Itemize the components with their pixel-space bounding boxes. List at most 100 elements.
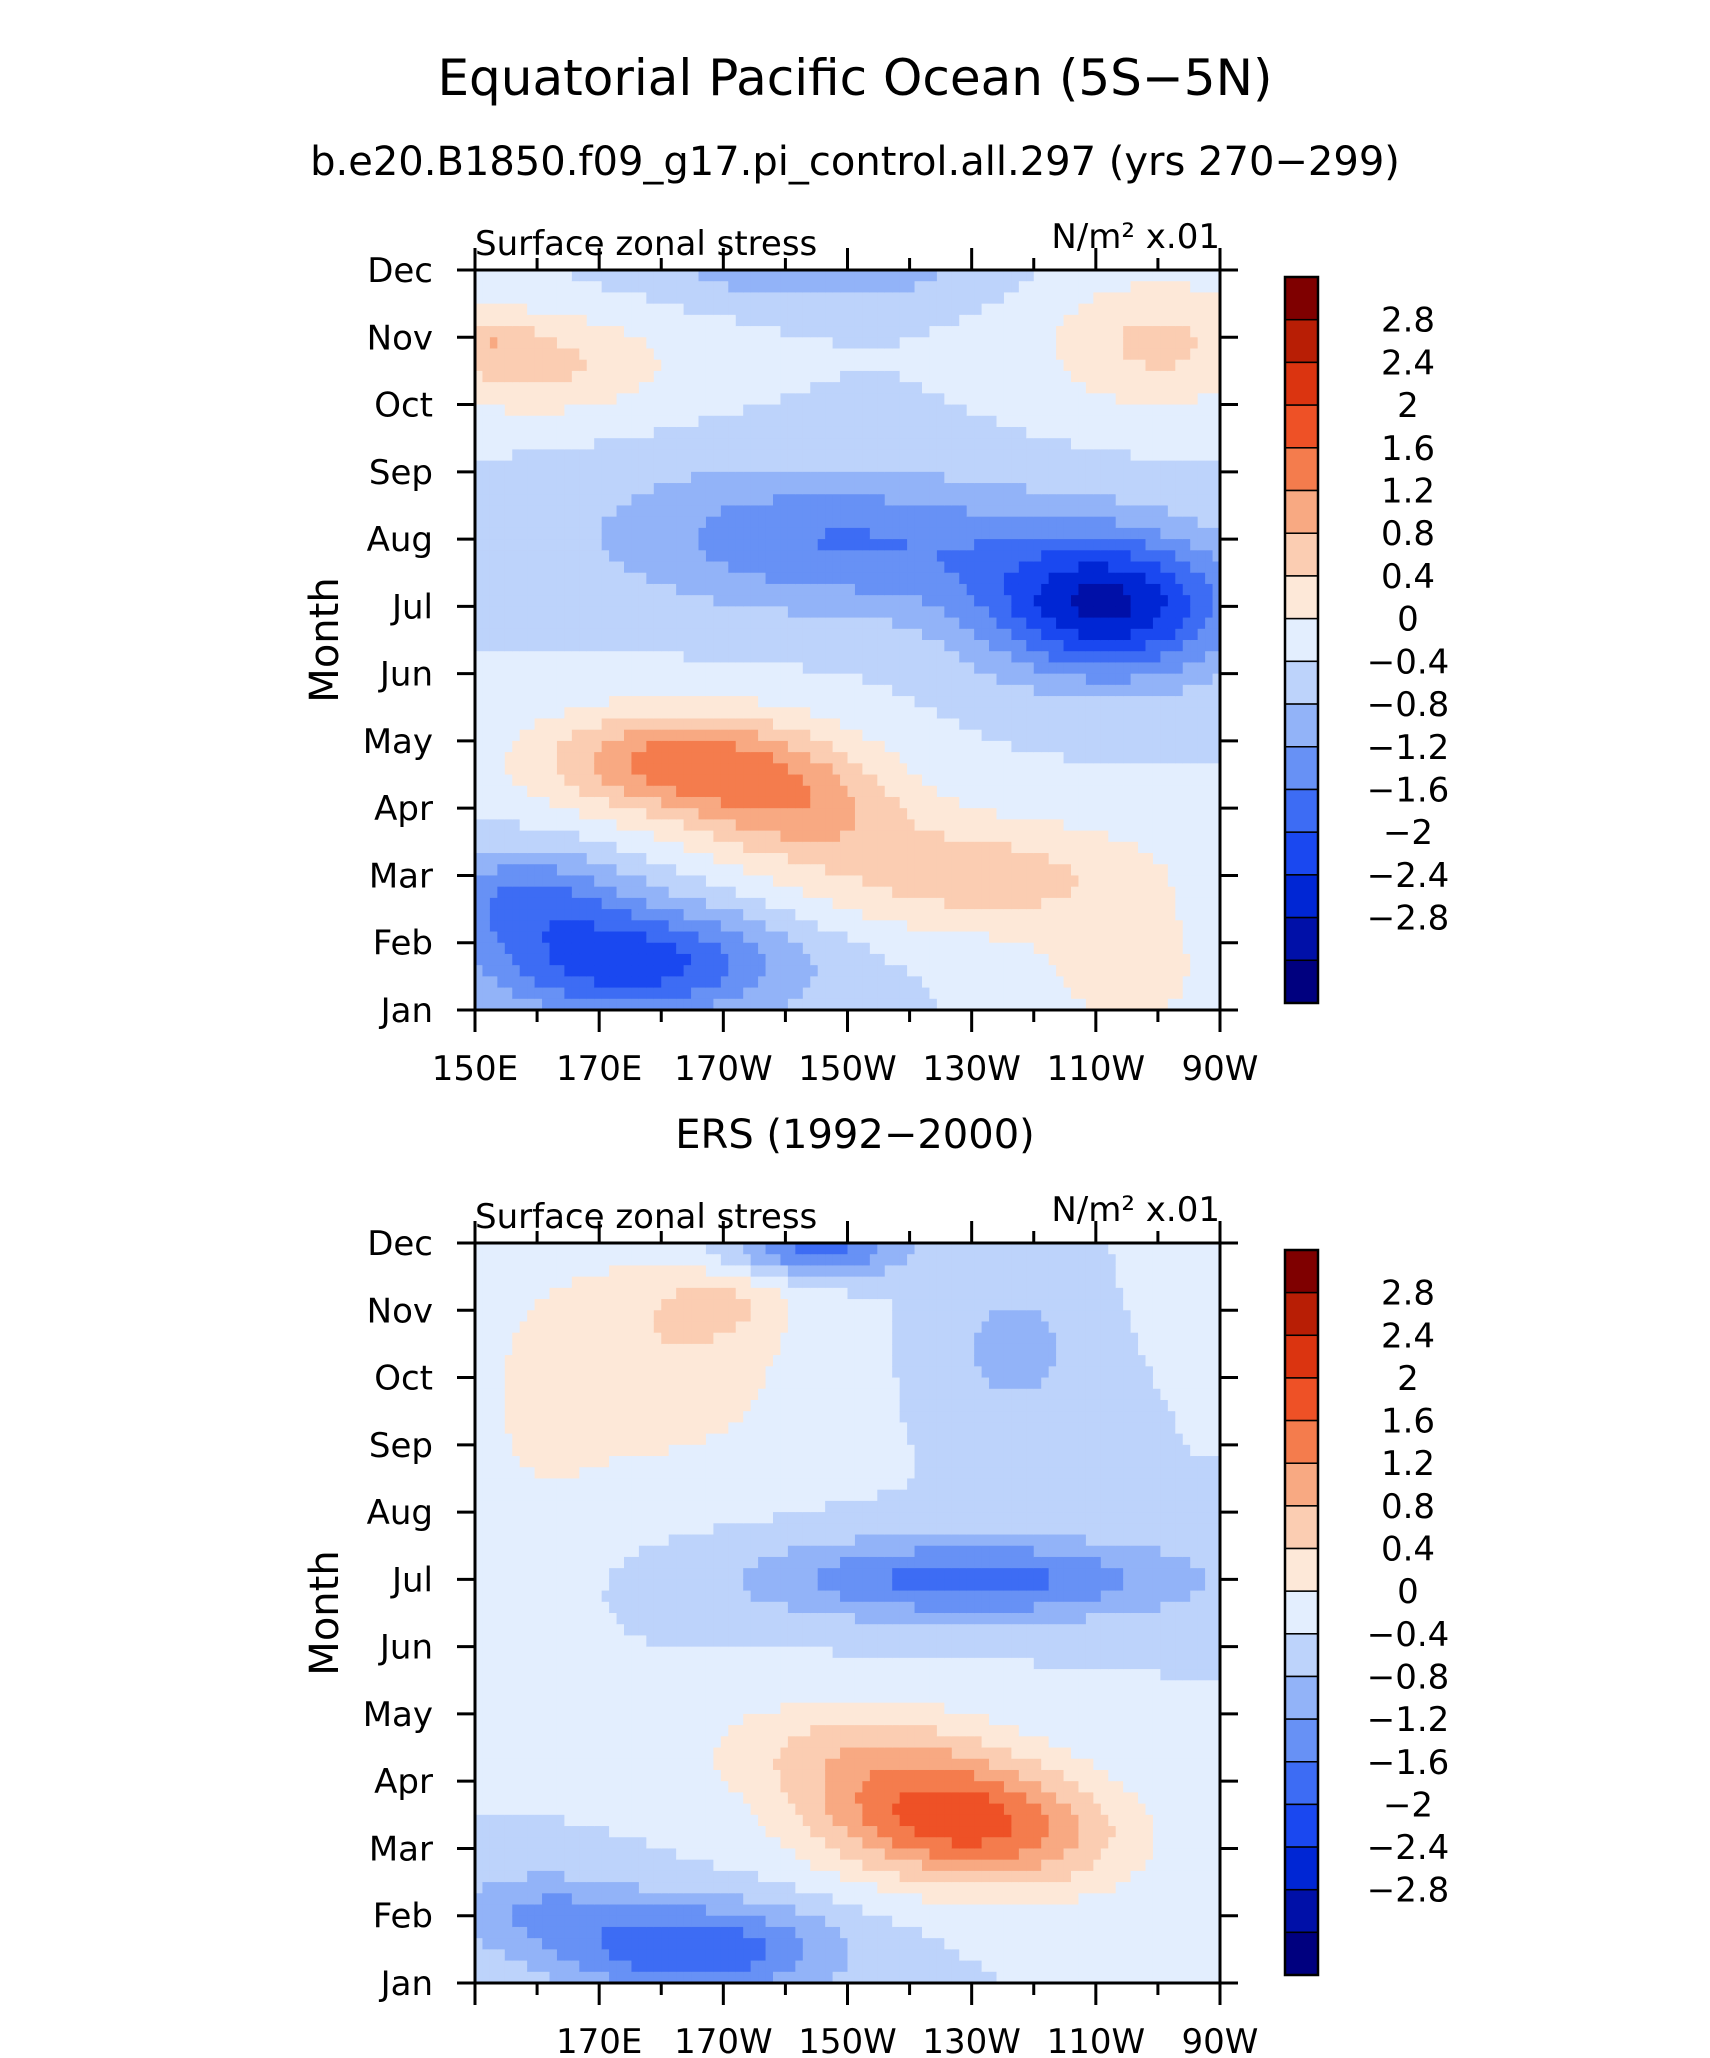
contour-cell	[840, 281, 849, 294]
contour-cell	[840, 471, 849, 484]
contour-cell	[966, 628, 975, 641]
contour-cell	[504, 673, 513, 686]
contour-cell	[810, 696, 819, 708]
contour-cell	[795, 483, 804, 495]
contour-cell	[773, 606, 782, 619]
contour-cell	[825, 953, 834, 966]
contour-cell	[862, 303, 871, 316]
contour-cell	[579, 326, 588, 338]
contour-cell	[922, 774, 931, 787]
contour-cell	[504, 897, 513, 910]
contour-cell	[795, 539, 804, 551]
contour-cell	[549, 853, 558, 865]
contour-cell	[951, 415, 960, 428]
contour-cell	[713, 449, 722, 462]
contour-cell	[780, 718, 789, 731]
contour-cell	[601, 337, 610, 350]
contour-cell	[944, 808, 953, 820]
contour-cell	[951, 931, 960, 944]
contour-cell	[899, 987, 908, 1000]
contour-cell	[854, 953, 863, 966]
contour-cell	[922, 595, 931, 607]
contour-cell	[720, 987, 729, 1000]
contour-cell	[765, 942, 774, 955]
contour-cell	[743, 707, 752, 720]
contour-cell	[489, 292, 498, 305]
contour-cell	[601, 326, 610, 338]
contour-cell	[892, 729, 901, 742]
contour-cell	[504, 516, 513, 529]
contour-cell	[981, 483, 990, 495]
contour-cell	[802, 337, 811, 350]
contour-cell	[698, 785, 707, 798]
contour-cell	[996, 314, 1005, 327]
contour-cell	[892, 651, 901, 664]
contour-cell	[728, 539, 737, 551]
contour-cell	[698, 572, 707, 585]
contour-cell	[951, 640, 960, 652]
contour-cell	[646, 426, 655, 439]
contour-cell	[720, 617, 729, 630]
contour-cell	[1018, 841, 1027, 854]
contour-cell	[676, 942, 685, 955]
contour-cell	[936, 483, 945, 495]
contour-cell	[743, 808, 752, 820]
contour-cell	[556, 527, 565, 540]
contour-cell	[996, 808, 1005, 820]
contour-cell	[646, 415, 655, 428]
contour-cell	[735, 483, 744, 495]
contour-cell	[914, 314, 923, 327]
contour-cell	[720, 752, 729, 764]
contour-cell	[989, 292, 998, 305]
contour-cell	[795, 942, 804, 955]
contour-cell	[534, 651, 543, 664]
contour-cell	[981, 303, 990, 316]
contour-cell	[840, 550, 849, 563]
contour-cell	[475, 628, 484, 641]
contour-cell	[758, 292, 767, 305]
contour-cell	[728, 527, 737, 540]
contour-cell	[512, 539, 521, 551]
contour-cell	[929, 460, 938, 473]
contour-cell	[817, 314, 826, 327]
contour-cell	[482, 696, 491, 708]
contour-cell	[892, 270, 901, 282]
contour-cell	[832, 494, 841, 507]
contour-cell	[750, 886, 759, 899]
contour-cell	[646, 886, 655, 899]
contour-cell	[877, 785, 886, 798]
contour-cell	[579, 976, 588, 989]
contour-cell	[653, 561, 662, 574]
contour-cell	[735, 617, 744, 630]
contour-cell	[832, 998, 841, 1011]
contour-cell	[661, 561, 670, 574]
contour-cell	[512, 909, 521, 921]
contour-cell	[1026, 393, 1035, 406]
contour-cell	[832, 292, 841, 305]
contour-cell	[884, 931, 893, 944]
contour-cell	[1011, 281, 1020, 294]
contour-cell	[787, 841, 796, 854]
contour-cell	[936, 673, 945, 686]
contour-cell	[959, 606, 968, 619]
contour-cell	[817, 359, 826, 372]
contour-cell	[862, 920, 871, 933]
contour-cell	[668, 953, 677, 966]
contour-cell	[869, 370, 878, 383]
contour-cell	[1033, 752, 1042, 764]
contour-cell	[966, 673, 975, 686]
contour-cell	[787, 987, 796, 1000]
contour-cell	[907, 572, 916, 585]
contour-cell	[966, 281, 975, 294]
contour-cell	[877, 471, 886, 484]
contour-cell	[787, 539, 796, 551]
contour-cell	[482, 729, 491, 742]
contour-cell	[981, 740, 990, 753]
contour-cell	[542, 628, 551, 641]
contour-cell	[564, 707, 573, 720]
contour-cell	[914, 550, 923, 563]
contour-cell	[1011, 460, 1020, 473]
contour-cell	[497, 662, 506, 675]
contour-cell	[936, 326, 945, 338]
contour-cell	[542, 303, 551, 316]
